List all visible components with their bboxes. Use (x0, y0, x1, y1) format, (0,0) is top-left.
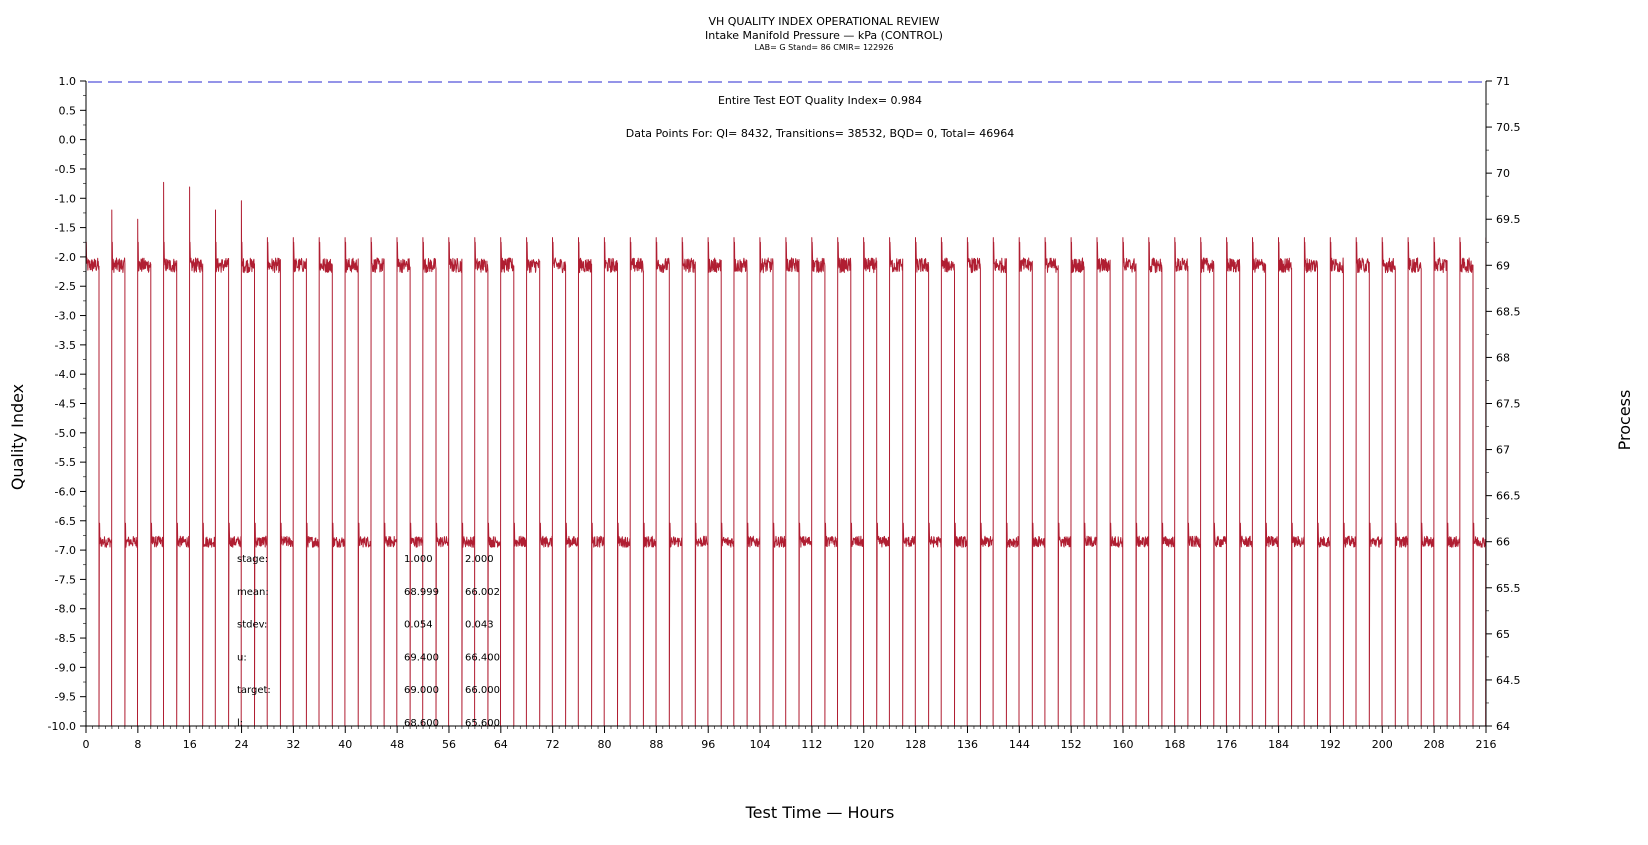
y-right-tick-label: 68 (1496, 351, 1510, 364)
y-right-tick-label: 69.5 (1496, 213, 1521, 226)
x-tick-label: 16 (183, 738, 197, 751)
stats-label: mean: (237, 587, 269, 598)
x-tick-label: 184 (1268, 738, 1289, 751)
y-left-tick-label: -8.0 (55, 603, 76, 616)
y-right-tick-label: 71 (1496, 75, 1510, 88)
y-left-tick-label: -1.0 (55, 192, 76, 205)
stats-stage2-value: 66.002 (465, 587, 500, 598)
stats-stage1-value: 0.054 (404, 620, 433, 631)
x-tick-label: 88 (649, 738, 663, 751)
x-tick-label: 32 (286, 738, 300, 751)
x-tick-label: 176 (1216, 738, 1237, 751)
stats-stage2-value: 66.000 (465, 685, 500, 696)
stats-stage2-value: 0.043 (465, 620, 494, 631)
chart-title: VH QUALITY INDEX OPERATIONAL REVIEW (708, 15, 940, 28)
y-right-tick-label: 66.5 (1496, 490, 1521, 503)
stats-stage2-value: 65.600 (465, 718, 500, 729)
stats-stage1-value: 1.000 (404, 554, 433, 565)
y-left-tick-label: -6.0 (55, 485, 76, 498)
y-right-tick-label: 69 (1496, 259, 1510, 272)
stats-label: stdev: (237, 620, 267, 631)
stats-stage1-value: 68.600 (404, 718, 439, 729)
y-right-tick-label: 68.5 (1496, 305, 1521, 318)
y-left-tick-label: -2.5 (55, 280, 76, 293)
x-tick-label: 160 (1113, 738, 1134, 751)
x-tick-label: 112 (801, 738, 822, 751)
chart-info-line: LAB= G Stand= 86 CMIR= 122926 (754, 43, 894, 52)
y-left-tick-label: 0.0 (59, 134, 77, 147)
x-tick-label: 72 (546, 738, 560, 751)
stats-stage1-value: 68.999 (404, 587, 439, 598)
stats-stage2-value: 66.400 (465, 652, 500, 663)
y-right-tick-label: 70.5 (1496, 121, 1521, 134)
x-tick-label: 40 (338, 738, 352, 751)
x-tick-label: 96 (701, 738, 715, 751)
y-right-tick-label: 64.5 (1496, 674, 1521, 687)
x-tick-label: 0 (83, 738, 90, 751)
stats-label: u: (237, 652, 247, 663)
y-axis-left-label: Quality Index (8, 384, 27, 490)
chart-subtitle: Intake Manifold Pressure — kPa (CONTROL) (705, 29, 943, 42)
x-tick-label: 80 (598, 738, 612, 751)
y-left-tick-label: -5.0 (55, 427, 76, 440)
y-left-tick-label: -9.0 (55, 661, 76, 674)
stats-stage1-value: 69.000 (404, 685, 439, 696)
x-tick-label: 56 (442, 738, 456, 751)
stats-stage2-value: 2.000 (465, 554, 494, 565)
stats-label: stage: (237, 554, 268, 565)
y-left-tick-label: 1.0 (59, 75, 77, 88)
y-right-tick-label: 67.5 (1496, 398, 1521, 411)
y-left-tick-label: -8.5 (55, 632, 76, 645)
y-right-tick-label: 65 (1496, 628, 1510, 641)
y-left-tick-label: -7.5 (55, 573, 76, 586)
stats-table: stage: 1.000 2.000 mean: 68.999 66.002 stdev: 0… (237, 554, 500, 729)
y-left-tick-label: -7.0 (55, 544, 76, 557)
y-left-tick-label: -4.5 (55, 398, 76, 411)
stats-label: l: (237, 718, 243, 729)
y-left-tick-label: -3.5 (55, 339, 76, 352)
y-left-tick-label: -10.0 (48, 720, 76, 733)
x-tick-label: 104 (750, 738, 771, 751)
x-tick-label: 136 (957, 738, 978, 751)
x-tick-label: 48 (390, 738, 404, 751)
axes: 0 8 16 24 32 40 48 56 64 72 80 88 96 104 112 120 128 136 1… (48, 75, 1521, 751)
y-left-tick-label: -9.5 (55, 691, 76, 704)
y-right-tick-label: 67 (1496, 444, 1510, 457)
data-points-annotation: Data Points For: QI= 8432, Transitions= … (626, 127, 1015, 140)
x-axis-label: Test Time — Hours (745, 803, 895, 822)
x-tick-label: 208 (1424, 738, 1445, 751)
y-left-tick-label: -1.5 (55, 222, 76, 235)
x-tick-label: 152 (1061, 738, 1082, 751)
x-tick-label: 64 (494, 738, 508, 751)
y-right-tick-label: 64 (1496, 720, 1510, 733)
x-tick-label: 200 (1372, 738, 1393, 751)
stats-label: target: (237, 685, 271, 696)
y-right-tick-label: 65.5 (1496, 582, 1521, 595)
y-left-tick-label: -6.5 (55, 515, 76, 528)
x-tick-label: 120 (853, 738, 874, 751)
stats-stage1-value: 69.400 (404, 652, 439, 663)
y-left-tick-label: -0.5 (55, 163, 76, 176)
x-tick-label: 192 (1320, 738, 1341, 751)
plot-lines (85, 81, 1487, 727)
x-tick-label: 8 (134, 738, 141, 751)
y-left-tick-label: 0.5 (59, 104, 77, 117)
y-left-tick-label: -4.0 (55, 368, 76, 381)
x-tick-label: 216 (1476, 738, 1497, 751)
x-tick-label: 144 (1009, 738, 1030, 751)
y-left-tick-label: -5.5 (55, 456, 76, 469)
y-left-tick-label: -2.0 (55, 251, 76, 264)
y-left-tick-label: -3.0 (55, 310, 76, 323)
y-right-tick-label: 70 (1496, 167, 1510, 180)
y-axis-right-label: Process (1615, 390, 1634, 451)
x-tick-label: 128 (905, 738, 926, 751)
x-tick-label: 24 (235, 738, 249, 751)
process-series-line (85, 181, 1487, 727)
y-right-tick-label: 66 (1496, 536, 1510, 549)
qi-annotation: Entire Test EOT Quality Index= 0.984 (718, 94, 922, 107)
x-tick-label: 168 (1164, 738, 1185, 751)
